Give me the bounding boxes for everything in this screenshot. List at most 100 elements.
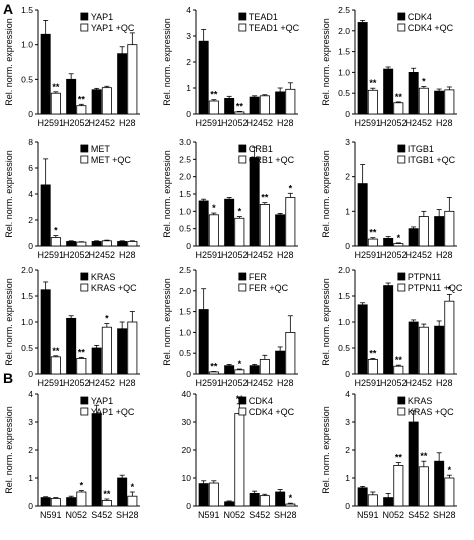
bar-control [224, 501, 235, 507]
y-tick-label: 30 [182, 417, 192, 427]
legend-label: PTPN11 +QC [408, 283, 463, 293]
bar-qc [259, 203, 270, 247]
x-tick-label: H2052 [63, 378, 90, 388]
bar-qc [101, 240, 112, 247]
y-tick-label: 1.0 [338, 67, 350, 77]
panel-label-a: A [3, 1, 13, 17]
significance-marker: ** [395, 355, 403, 365]
bar-control [275, 491, 286, 507]
y-axis-label: Rel. norm. expression [162, 278, 172, 366]
y-tick-label: 0.5 [179, 348, 191, 358]
bar-control [434, 460, 445, 507]
y-tick-label: 2.0 [338, 265, 350, 275]
bar-qc [76, 357, 87, 375]
y-tick-label: 1.0 [179, 206, 191, 216]
significance-marker: * [131, 482, 135, 492]
legend-swatch [397, 12, 406, 21]
legend-swatch [238, 396, 247, 405]
bar-qc [127, 495, 138, 507]
legend-label: CDK4 +QC [408, 23, 454, 33]
y-tick-label: 2 [28, 215, 33, 225]
x-tick-label: H28 [119, 118, 136, 128]
significance-marker: ** [210, 362, 218, 372]
bar-control [117, 328, 128, 375]
bar-control [198, 483, 209, 507]
y-tick-label: 4 [28, 389, 33, 399]
bar-qc [50, 498, 61, 507]
chart-8: 0 0.5 1.0 1.5 2.0 Rel. norm. expression ** H259… [321, 265, 463, 388]
legend-label: TEAD1 [249, 12, 278, 22]
x-tick-label: H2452 [246, 250, 273, 260]
significance-marker: * [448, 465, 452, 475]
bar-control [117, 53, 128, 115]
bar-control [383, 68, 394, 115]
x-tick-label: H28 [436, 118, 453, 128]
legend-label: ITGB1 [408, 144, 434, 154]
bar-qc [127, 321, 138, 375]
x-tick-label: H2452 [246, 118, 273, 128]
y-tick-label: 6 [28, 163, 33, 173]
x-tick-label: SH28 [274, 510, 297, 520]
bar-control [40, 33, 51, 115]
bar-control [91, 89, 102, 115]
legend-swatch [80, 144, 89, 153]
x-tick-label: S452 [249, 510, 270, 520]
legend-label: KRAS +QC [408, 407, 454, 417]
y-axis-label: Rel. norm. expression [321, 150, 331, 238]
x-tick-label: SH28 [116, 510, 139, 520]
y-tick-label: 4 [186, 5, 191, 15]
x-tick-label: H28 [436, 378, 453, 388]
panel-label-b: B [3, 370, 13, 386]
x-tick-label: H2452 [405, 118, 432, 128]
legend-swatch [397, 144, 406, 153]
y-tick-label: 2 [345, 445, 350, 455]
bar-qc [101, 326, 112, 375]
x-tick-label: H2591 [37, 250, 64, 260]
significance-marker: * [212, 203, 216, 213]
legend-swatch [397, 396, 406, 405]
y-axis-label: Rel. norm. expression [4, 150, 14, 238]
x-tick-label: S452 [91, 510, 112, 520]
bar-qc [444, 210, 455, 247]
bar-control [249, 157, 260, 247]
bar-qc [259, 495, 270, 507]
x-tick-label: H2591 [354, 118, 381, 128]
bar-control [275, 350, 286, 375]
bar-qc [393, 365, 404, 375]
bar-control [249, 96, 260, 115]
bar-control [383, 237, 394, 247]
x-tick-label: H2591 [37, 118, 64, 128]
significance-marker: ** [369, 228, 377, 238]
y-axis-label: Rel. norm. expression [321, 18, 331, 106]
x-tick-label: H2052 [380, 378, 407, 388]
x-tick-label: H2052 [380, 118, 407, 128]
y-tick-label: 20 [182, 445, 192, 455]
x-tick-label: H28 [436, 250, 453, 260]
y-tick-label: 2.5 [338, 5, 350, 15]
bar-qc [444, 89, 455, 115]
bar-qc [367, 359, 378, 375]
significance-marker: ** [261, 193, 269, 203]
legend-swatch [397, 23, 406, 32]
bar-control [357, 183, 368, 247]
bar-control [249, 492, 260, 507]
y-axis-label: Rel. norm. expression [162, 150, 172, 238]
bar-qc [76, 241, 87, 247]
legend-label: YAP1 +QC [91, 407, 135, 417]
x-tick-label: SH28 [433, 510, 456, 520]
x-tick-label: H2452 [88, 250, 115, 260]
y-tick-label: 3 [345, 417, 350, 427]
legend-swatch [80, 283, 89, 292]
x-tick-label: N591 [40, 510, 62, 520]
bar-qc [208, 482, 219, 507]
bar-control [117, 241, 128, 247]
chart-4: 0 0.5 1.0 1.5 2.0 2.5 3.0 Rel. norm. expression… [162, 137, 298, 260]
legend-swatch [238, 12, 247, 21]
chart-2: 0 0.5 1.0 1.5 2.0 2.5 Rel. norm. expression ** H… [321, 5, 457, 128]
y-tick-label: 0 [28, 369, 33, 379]
legend-swatch [238, 144, 247, 153]
y-tick-label: 0.5 [338, 343, 350, 353]
legend-label: MET +QC [91, 155, 132, 165]
bar-qc [418, 466, 429, 507]
